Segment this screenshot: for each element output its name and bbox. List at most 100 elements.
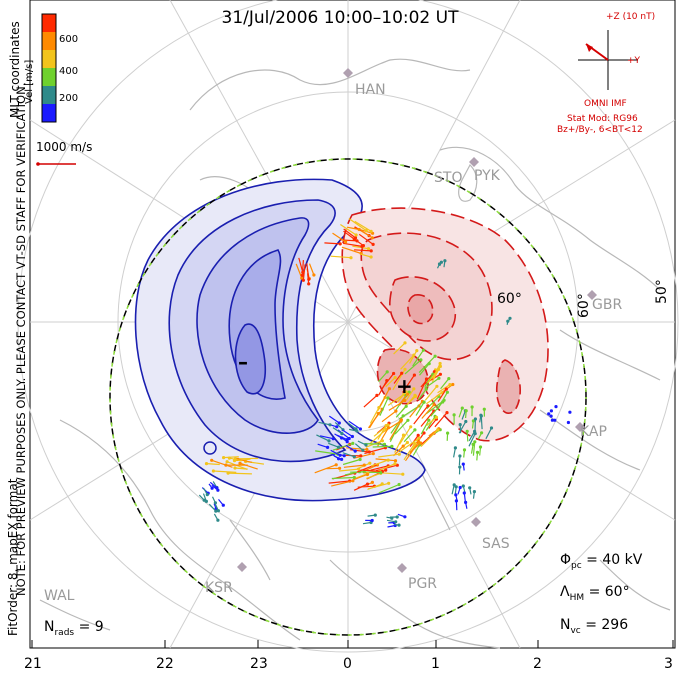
vector-223 <box>470 444 474 454</box>
vector-58 <box>413 405 429 425</box>
color-tick-200: 200 <box>59 93 79 104</box>
vector-86 <box>377 427 390 447</box>
color-tick-600: 600 <box>59 34 79 45</box>
vector-63 <box>394 419 409 435</box>
vector-122 <box>367 483 383 491</box>
station-kap: KAP <box>580 424 607 440</box>
vector-102 <box>353 453 374 459</box>
vector-230 <box>458 421 467 434</box>
vector-171 <box>360 230 373 239</box>
vector-167 <box>343 230 355 240</box>
vector-79 <box>409 442 421 453</box>
vector-252 <box>469 487 472 495</box>
imf-condition: Bz+/By-, 6<BT<12 <box>557 125 643 135</box>
vector-170 <box>343 228 356 239</box>
vector-96 <box>375 458 396 462</box>
vector-135 <box>328 415 340 424</box>
vector-76 <box>427 366 441 384</box>
station-han: HAN <box>355 82 386 98</box>
mlt-tick-3: 3 <box>664 656 673 672</box>
vector-162 <box>360 253 372 258</box>
vector-84 <box>437 384 451 394</box>
vector-216 <box>476 452 479 461</box>
vector-77 <box>403 443 416 461</box>
vector-273 <box>436 263 441 269</box>
vector-139 <box>317 443 328 448</box>
vector-54 <box>412 349 424 367</box>
vector-125 <box>353 483 368 491</box>
vector-189 <box>213 470 237 473</box>
vector-45 <box>403 429 416 443</box>
station-pyk: PYK <box>474 168 500 184</box>
vector-124 <box>354 472 369 480</box>
vector-114 <box>328 480 350 484</box>
vector-198 <box>211 459 233 468</box>
vector-88 <box>395 405 407 418</box>
vector-235 <box>463 449 466 458</box>
reference-vector-dot <box>36 162 40 166</box>
vector-69 <box>394 434 405 453</box>
vector-268 <box>367 514 376 517</box>
vector-origin-253 <box>554 405 558 409</box>
lat-label-60: 60° <box>576 293 592 318</box>
vector-244 <box>463 492 466 503</box>
velocity-vectors <box>198 218 572 528</box>
vector-266 <box>394 523 400 526</box>
mlt-tick-23: 23 <box>250 656 268 672</box>
vector-172 <box>358 233 374 245</box>
vector-68 <box>418 355 436 374</box>
vector-246 <box>472 491 475 499</box>
vector-121 <box>360 471 381 474</box>
vector-origin-258 <box>549 409 554 413</box>
vector-233 <box>479 446 482 456</box>
vector-156 <box>318 421 331 426</box>
vector-236 <box>465 410 467 419</box>
vector-222 <box>468 431 476 442</box>
vector-count: Nvc = 296 <box>560 617 629 636</box>
mlt-tick-2: 2 <box>533 656 542 672</box>
vector-36 <box>388 399 406 411</box>
vector-72 <box>421 404 435 419</box>
imf-source: OMNI IMF <box>584 99 627 109</box>
vector-132 <box>332 442 353 451</box>
vector-87 <box>385 377 396 388</box>
vector-33 <box>363 394 378 408</box>
vector-140 <box>316 434 330 442</box>
vector-71 <box>405 388 415 401</box>
vector-137 <box>342 452 355 458</box>
mlt-tick-22: 22 <box>156 656 174 672</box>
vector-210 <box>209 481 218 489</box>
vector-275 <box>506 321 509 325</box>
vector-130 <box>364 443 385 445</box>
vector-217 <box>471 420 474 429</box>
vector-origin-269 <box>394 520 398 524</box>
vector-176 <box>348 218 367 232</box>
vector-119 <box>360 469 383 473</box>
vector-126 <box>331 476 355 480</box>
lat-label-60-inner: 60° <box>497 291 522 307</box>
vector-201 <box>229 457 243 462</box>
vector-205 <box>218 499 224 506</box>
vector-57 <box>400 354 415 370</box>
vector-234 <box>461 410 466 420</box>
vector-271 <box>443 260 446 268</box>
color-bar <box>41 13 57 123</box>
vector-origin-257 <box>568 410 572 414</box>
vector-269 <box>386 519 396 523</box>
station-sto: STO <box>434 170 463 186</box>
station-pgr: PGR <box>408 576 438 592</box>
vector-248 <box>451 484 455 495</box>
station-gbr: GBR <box>592 297 623 313</box>
vector-107 <box>366 472 381 480</box>
vector-199 <box>228 472 252 475</box>
vector-97 <box>370 465 389 471</box>
vector-origin-267 <box>390 516 394 520</box>
vector-208 <box>211 496 216 504</box>
vector-66 <box>420 410 435 427</box>
coords-note: MLT coordinates <box>8 21 22 118</box>
vector-29 <box>393 372 403 384</box>
vector-242 <box>454 486 457 495</box>
vector-10 <box>409 350 418 364</box>
lat-label-50: 50° <box>654 279 670 304</box>
vector-128 <box>339 468 359 472</box>
